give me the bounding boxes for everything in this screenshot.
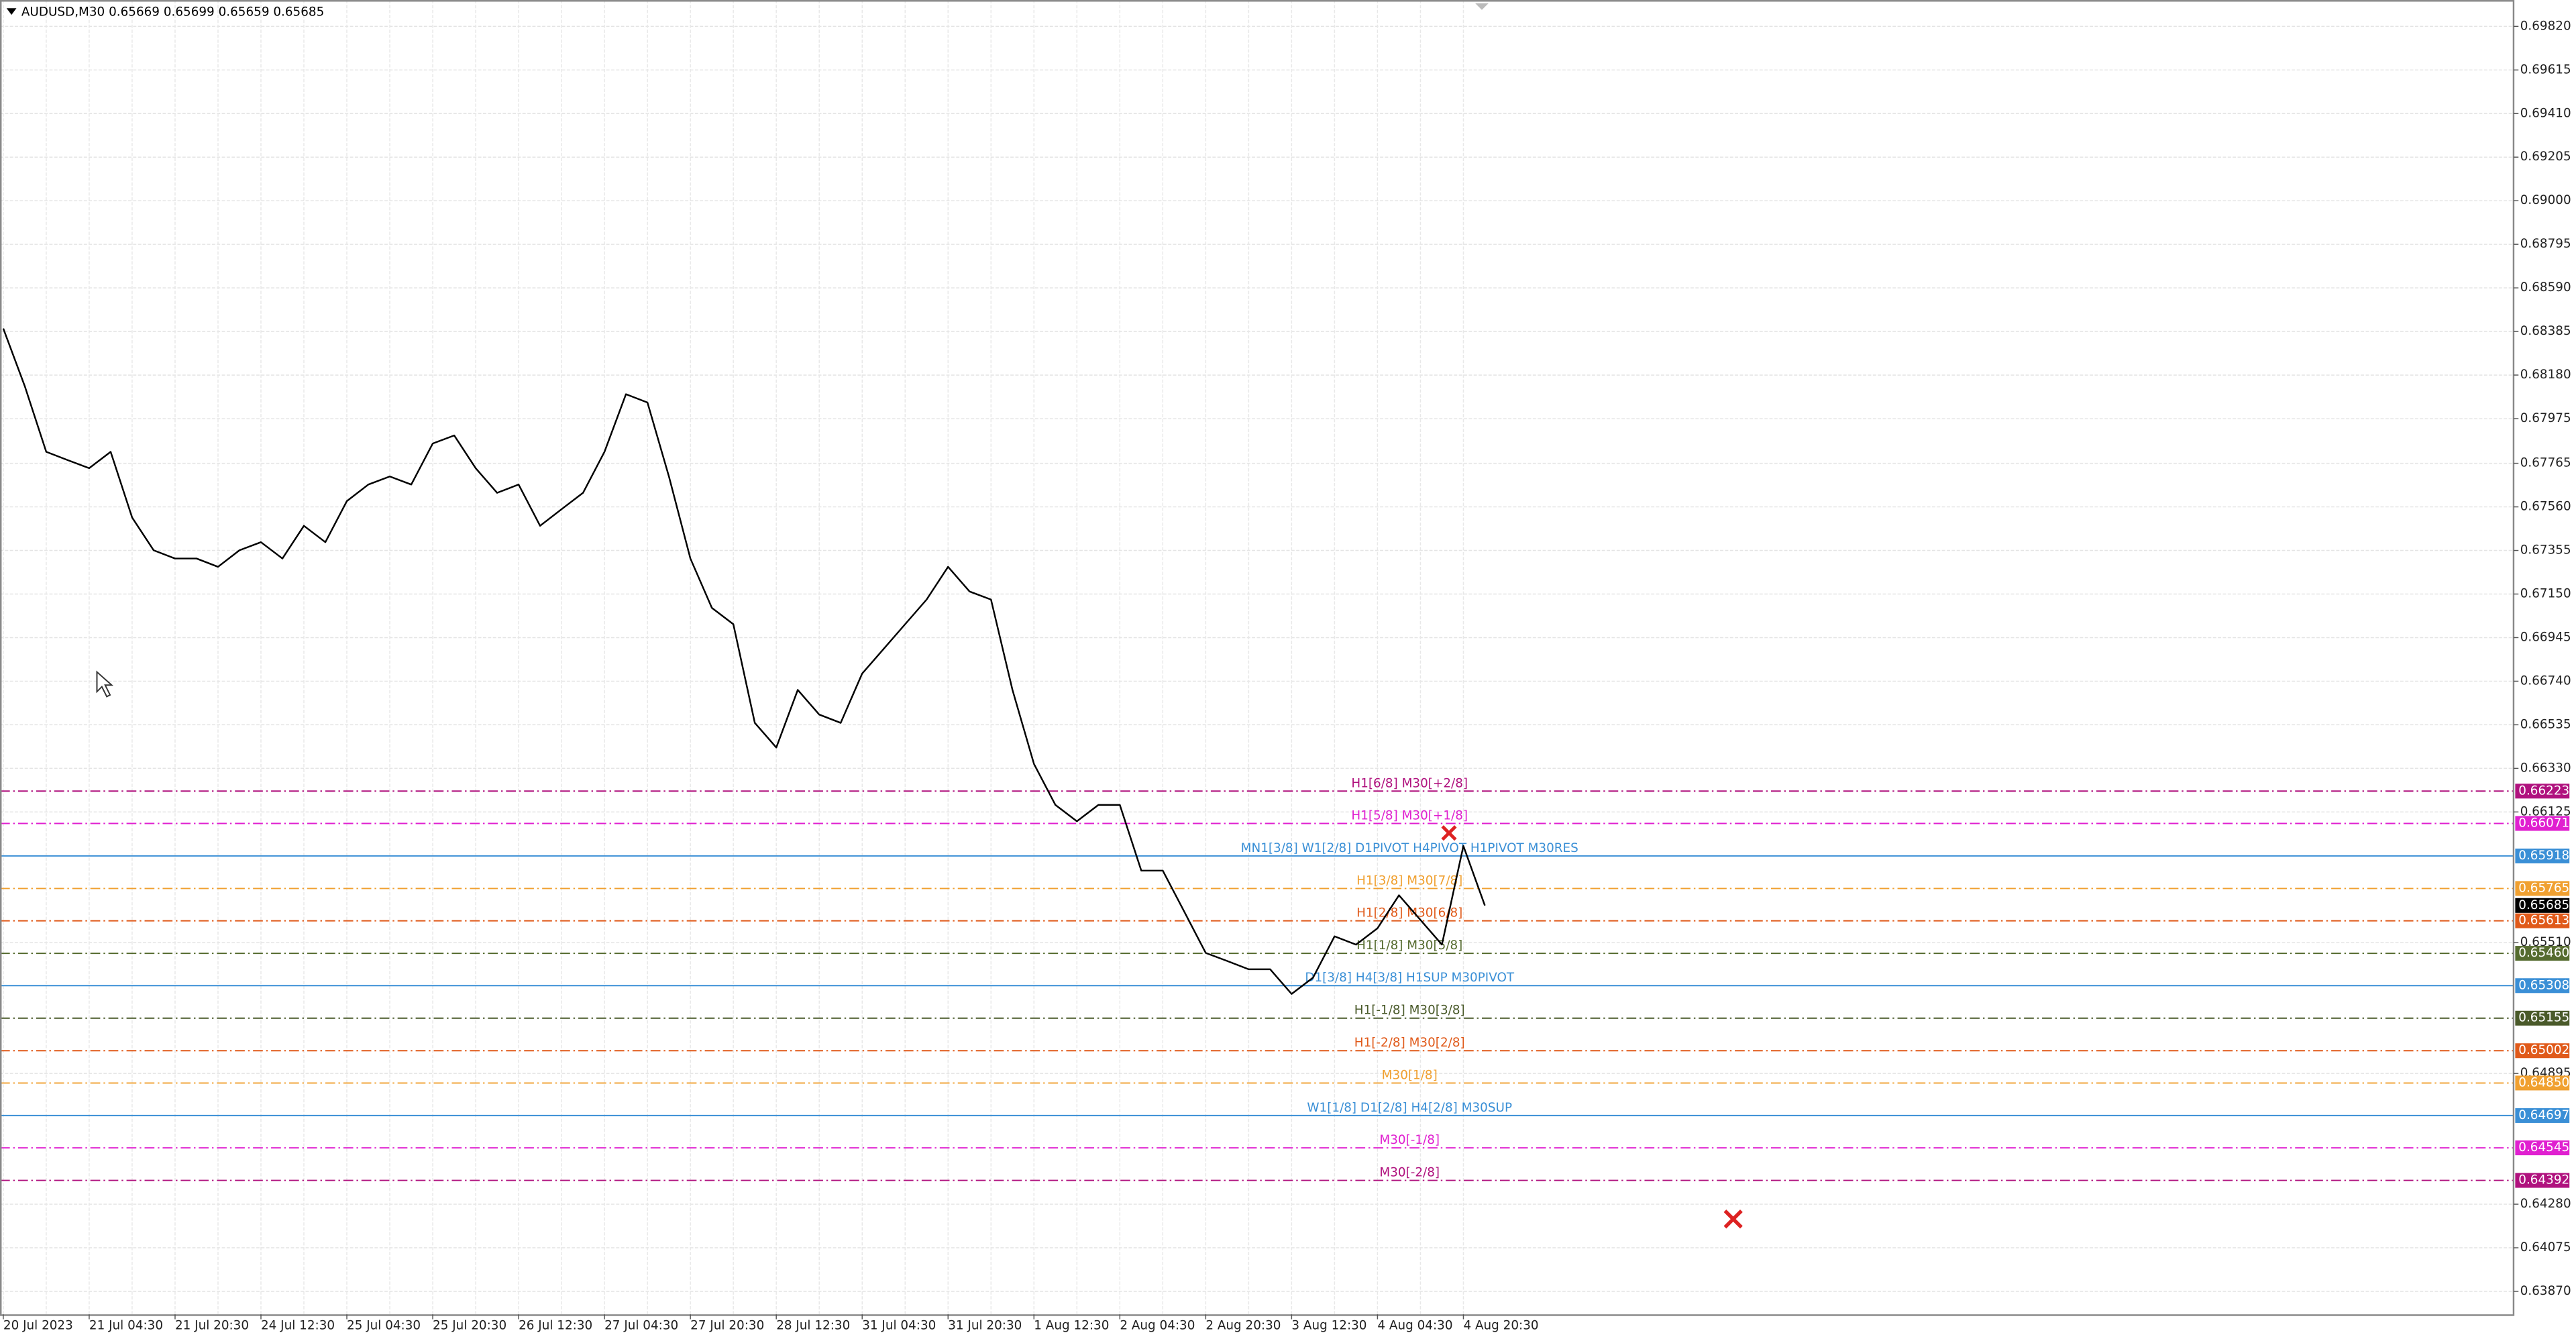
level-price-label: 0.64392 [2518,1173,2569,1187]
level-price-box [2515,881,2570,896]
level-price-label: 0.65918 [2518,849,2569,863]
x-tick-label: 24 Jul 12:30 [261,1318,335,1332]
current-price-box [2515,898,2570,913]
level-price-label: 0.66071 [2518,816,2569,830]
level-price-box [2515,1043,2570,1059]
price-line [2,328,1486,995]
level-price-box [2515,1010,2570,1026]
x-tick-label: 21 Jul 20:30 [175,1318,249,1332]
y-tick-label: 0.65510 [2520,935,2571,949]
y-tick-label: 0.66740 [2520,674,2571,688]
level-price-box [2515,913,2570,928]
current-price-label: 0.65685 [2518,898,2569,912]
y-tick-label: 0.63870 [2520,1284,2571,1298]
x-tick-label: 25 Jul 04:30 [347,1318,421,1332]
level-price-box [2515,848,2570,863]
y-tick-label: 0.66945 [2520,630,2571,644]
level-label: H1[2/8] M30[6/8] [1356,906,1462,920]
level-price-label: 0.64545 [2518,1140,2569,1155]
y-tick-label: 0.69410 [2520,106,2571,120]
x-tick-label: 4 Aug 04:30 [1377,1318,1452,1332]
level-price-label: 0.65613 [2518,914,2569,928]
level-price-label: 0.65002 [2518,1043,2569,1057]
x-tick-label: 27 Jul 20:30 [690,1318,764,1332]
y-tick-label: 0.64280 [2520,1197,2571,1211]
level-label: H1[3/8] M30[7/8] [1356,873,1462,888]
y-tick-label: 0.69205 [2520,150,2571,164]
level-price-box [2515,1140,2570,1156]
y-tick-label: 0.64075 [2520,1240,2571,1254]
y-tick-label: 0.66330 [2520,761,2571,775]
plot-frame [0,0,2515,1316]
x-tick-label: 25 Jul 20:30 [433,1318,506,1332]
y-tick-label: 0.69000 [2520,193,2571,207]
level-price-label: 0.64697 [2518,1108,2569,1122]
y-tick-label: 0.69615 [2520,62,2571,76]
y-tick-label: 0.67765 [2520,456,2571,470]
grid [0,0,2514,1315]
y-tick-label: 0.69820 [2520,19,2571,33]
level-price-box [2515,946,2570,961]
level-label: H1[-2/8] M30[2/8] [1354,1036,1465,1050]
level-price-label: 0.66223 [2518,784,2569,798]
x-tick-label: 28 Jul 12:30 [776,1318,850,1332]
y-tick-label: 0.67355 [2520,543,2571,557]
y-tick-label: 0.67975 [2520,411,2571,425]
x-tick-label: 2 Aug 04:30 [1120,1318,1195,1332]
x-tick-label: 31 Jul 04:30 [862,1318,936,1332]
close-marker[interactable] [1441,825,1457,841]
level-price-box [2515,1173,2570,1188]
x-tick-label: 1 Aug 12:30 [1034,1318,1109,1332]
y-tick-label: 0.68590 [2520,280,2571,294]
mouse-cursor [96,670,114,698]
levels: H1[6/8] M30[+2/8] H1[5/8] M30[+1/8] MN1[3/… [0,776,2514,1181]
x-tick-label: 26 Jul 12:30 [519,1318,592,1332]
x-tick-label: 21 Jul 04:30 [89,1318,163,1332]
axes: 0.69820 0.69615 0.69410 0.69205 0.69000 0.687… [3,19,2571,1332]
y-tick-label: 0.67150 [2520,587,2571,601]
x-tick-label: 31 Jul 20:30 [948,1318,1022,1332]
y-tick-label: 0.68180 [2520,368,2571,382]
level-label: W1[1/8] D1[2/8] H4[2/8] M30SUP [1307,1101,1512,1115]
x-tick-label: 4 Aug 20:30 [1463,1318,1538,1332]
level-price-label: 0.65308 [2518,978,2569,992]
level-label: H1[1/8] M30[5/8] [1356,939,1462,953]
level-label: H1[5/8] M30[+1/8] [1351,808,1468,822]
x-tick-label: 27 Jul 04:30 [604,1318,678,1332]
level-price-label: 0.65765 [2518,881,2569,895]
level-label: H1[-1/8] M30[3/8] [1354,1004,1465,1018]
level-price-label: 0.65460 [2518,946,2569,960]
level-label: D1[3/8] H4[3/8] H1SUP M30PIVOT [1305,971,1515,985]
level-price-box [2515,1108,2570,1123]
y-tick-label: 0.66125 [2520,804,2571,818]
close-marker[interactable] [1723,1210,1743,1229]
y-tick-label: 0.68795 [2520,237,2571,251]
y-tick-label: 0.67560 [2520,500,2571,514]
level-price-label: 0.65155 [2518,1011,2569,1025]
level-label: M30[1/8] [1382,1068,1438,1082]
level-label: M30[-2/8] [1379,1166,1440,1180]
level-price-box [2515,1075,2570,1091]
chart-title: AUDUSD,M30 0.65669 0.65699 0.65659 0.656… [21,5,324,19]
level-label: M30[-1/8] [1379,1133,1440,1147]
plot [2,328,1486,995]
y-tick-label: 0.68385 [2520,324,2571,338]
level-label: H1[6/8] M30[+2/8] [1351,776,1468,790]
level-price-box [2515,978,2570,994]
menu-arrow[interactable] [6,8,17,15]
level-label: MN1[3/8] W1[2/8] D1PIVOT H4PIVOT H1PIVOT… [1241,841,1578,855]
x-tick-label: 20 Jul 2023 [3,1318,73,1332]
x-tick-label: 2 Aug 20:30 [1205,1318,1281,1332]
level-price-label: 0.64850 [2518,1075,2569,1089]
shift-marker[interactable] [1475,3,1489,10]
x-tick-label: 3 Aug 12:30 [1291,1318,1366,1332]
level-price-box [2515,784,2570,799]
y-tick-label: 0.66535 [2520,717,2571,731]
level-price-box [2515,816,2570,831]
